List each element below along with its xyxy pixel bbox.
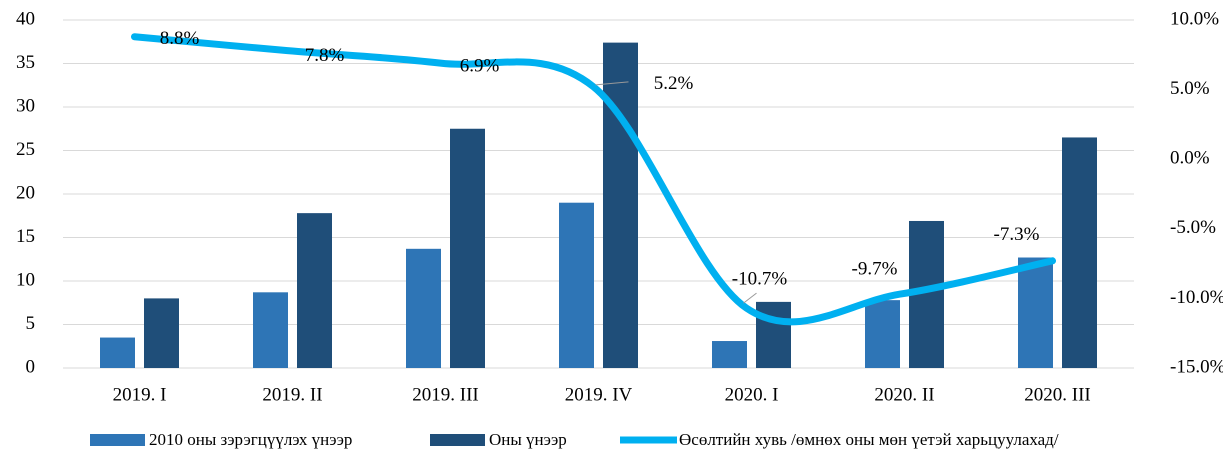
bar	[712, 341, 747, 368]
y2-tick-label: -5.0%	[1170, 217, 1216, 238]
x-tick-label: 2020. III	[1024, 384, 1090, 405]
data-label: 8.8%	[160, 28, 200, 49]
bar	[1018, 257, 1053, 368]
leader-line	[595, 81, 629, 86]
y-tick-label: 20	[16, 182, 35, 203]
x-tick-label: 2020. I	[725, 384, 779, 405]
data-label: 5.2%	[654, 73, 694, 94]
legend-swatch	[430, 434, 485, 446]
y-tick-label: 40	[16, 8, 35, 29]
bar	[1062, 137, 1097, 368]
bar	[144, 298, 179, 368]
bar	[756, 301, 791, 368]
x-tick-label: 2020. II	[874, 384, 934, 405]
bar	[297, 213, 332, 368]
data-label: -7.3%	[994, 224, 1040, 245]
y-tick-label: 10	[16, 269, 35, 290]
x-tick-label: 2019. II	[262, 384, 322, 405]
bar	[253, 292, 288, 368]
bar	[450, 128, 485, 368]
legend-label: Өсөлтийн хувь /өмнөх оны мөн үетэй харьц…	[679, 430, 1059, 449]
y-tick-label: 0	[26, 356, 36, 377]
line	[131, 33, 1056, 326]
data-label: 6.9%	[460, 56, 500, 77]
bar	[406, 248, 441, 368]
data-label: -10.7%	[732, 269, 788, 290]
legend-label: Оны үнээр	[489, 430, 567, 449]
legend-swatch	[90, 434, 145, 446]
bar	[559, 202, 594, 368]
y-tick-label: 15	[16, 226, 35, 247]
x-tick-label: 2019. IV	[565, 384, 633, 405]
y2-tick-label: -10.0%	[1170, 287, 1223, 308]
leader-line	[743, 292, 757, 304]
data-label: 7.8%	[305, 45, 345, 66]
y-tick-label: 30	[16, 95, 35, 116]
y2-tick-label: 0.0%	[1170, 148, 1210, 169]
x-tick-label: 2019. I	[113, 384, 167, 405]
legend-label: 2010 оны зэрэгцүүлэх үнээр	[149, 430, 352, 449]
y-tick-label: 25	[16, 139, 35, 160]
x-tick-label: 2019. III	[412, 384, 478, 405]
y2-tick-label: 10.0%	[1170, 8, 1219, 29]
bar	[603, 42, 638, 369]
data-label: -9.7%	[852, 259, 898, 280]
y2-tick-label: 5.0%	[1170, 78, 1210, 99]
y-tick-label: 35	[16, 52, 35, 73]
legend: 2010 оны зэрэгцүүлэх үнээр Оны үнээр Өсөлт…	[90, 430, 1059, 449]
bar	[865, 300, 900, 368]
y-tick-label: 5	[26, 313, 36, 334]
y2-tick-label: -15.0%	[1170, 356, 1223, 377]
bar	[100, 337, 135, 368]
